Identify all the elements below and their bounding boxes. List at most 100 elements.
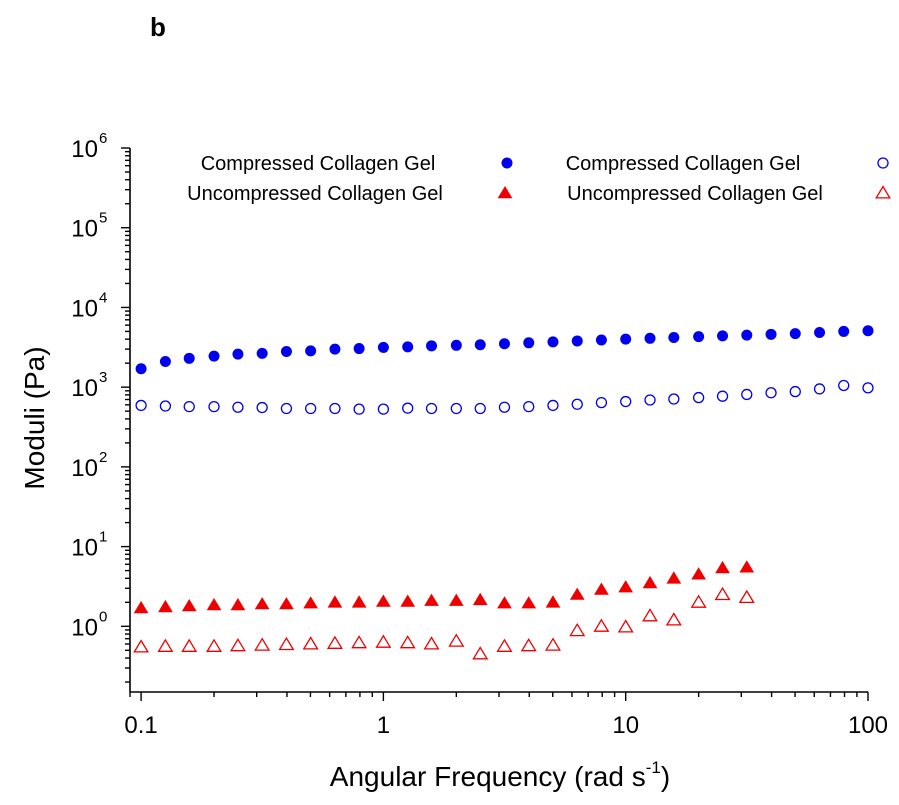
data-point	[545, 595, 561, 608]
data-point	[789, 328, 801, 340]
data-point	[157, 638, 174, 652]
data-point	[523, 337, 535, 349]
data-point	[159, 400, 172, 412]
series-2	[133, 560, 755, 614]
data-point	[739, 560, 755, 573]
data-point	[765, 387, 777, 399]
data-point	[329, 402, 341, 415]
x-tick-label: 1	[377, 712, 390, 739]
y-tick-label: 10 1	[71, 529, 107, 562]
data-point	[256, 401, 268, 414]
data-point	[353, 403, 365, 415]
data-point	[862, 382, 874, 394]
data-point	[714, 586, 731, 601]
legend-label: Uncompressed Collagen Gel	[187, 183, 443, 205]
data-point	[425, 402, 438, 415]
y-tick-label: 10 6	[71, 130, 107, 163]
data-point	[135, 363, 147, 375]
data-point	[474, 339, 486, 351]
data-point	[765, 328, 777, 340]
data-point	[326, 635, 343, 649]
data-point	[665, 612, 682, 626]
data-point	[133, 639, 150, 653]
data-point	[617, 619, 634, 633]
data-point	[666, 571, 682, 584]
data-point	[229, 638, 246, 652]
y-tick-exponent: 1	[99, 529, 107, 546]
x-axis-title-end: )	[661, 761, 670, 792]
data-point	[232, 348, 244, 360]
data-point	[181, 638, 198, 652]
data-point	[472, 646, 489, 660]
data-point	[668, 393, 680, 405]
data-point	[472, 592, 488, 606]
legend-marker	[877, 157, 889, 169]
data-point	[595, 396, 608, 409]
y-axis-title: Moduli (Pa)	[19, 346, 50, 489]
legend-marker	[497, 186, 513, 199]
x-tick-label: 0.1	[124, 712, 157, 739]
data-point	[399, 635, 416, 649]
y-tick-exponent: 6	[99, 130, 107, 147]
data-point	[135, 399, 147, 412]
data-point	[498, 338, 510, 350]
data-point	[642, 608, 658, 622]
x-tick-label: 10	[612, 712, 639, 739]
data-point	[595, 334, 607, 346]
data-point	[208, 400, 220, 413]
data-point	[450, 402, 462, 415]
y-tick-label: 10 2	[71, 449, 107, 482]
x-axis-title: Angular Frequency (rad s-1)	[330, 758, 670, 792]
data-point	[158, 599, 173, 613]
data-point	[424, 593, 439, 606]
data-point	[423, 636, 440, 650]
data-point	[450, 339, 462, 351]
data-point	[644, 332, 656, 344]
y-tick-base: 10	[71, 535, 98, 562]
data-point	[738, 589, 755, 604]
data-point	[133, 600, 149, 614]
data-point	[280, 346, 292, 358]
data-point	[375, 634, 392, 648]
data-point	[402, 341, 414, 353]
data-point	[377, 403, 390, 415]
data-point	[544, 637, 561, 651]
data-point	[547, 336, 559, 348]
y-tick-base: 10	[71, 375, 98, 402]
legend-entry: Uncompressed Collagen Gel	[567, 183, 891, 205]
data-point	[814, 326, 826, 338]
legend-entry: Compressed Collagen Gel	[201, 153, 513, 175]
data-point	[642, 575, 658, 589]
data-point	[206, 598, 222, 611]
series-3	[133, 586, 755, 660]
data-point	[183, 352, 195, 364]
data-point	[691, 567, 706, 580]
y-tick-exponent: 2	[99, 449, 107, 466]
data-point	[716, 390, 729, 402]
legend-marker	[875, 185, 891, 199]
data-point	[256, 347, 268, 359]
series-0	[135, 325, 874, 375]
data-point	[571, 398, 583, 410]
y-tick-base: 10	[71, 455, 98, 482]
panel-label: b	[150, 12, 166, 42]
y-tick-label: 10 4	[71, 289, 107, 322]
data-point	[181, 599, 197, 612]
data-point	[498, 401, 511, 413]
y-tick-label: 10 3	[71, 369, 107, 402]
data-point	[838, 325, 850, 337]
data-point	[497, 596, 512, 609]
data-point	[327, 595, 343, 608]
legend-label: Compressed Collagen Gel	[201, 153, 436, 175]
data-point	[838, 379, 850, 392]
data-point	[279, 597, 294, 610]
x-axis-title-sup: -1	[646, 758, 661, 777]
series-1	[135, 379, 874, 415]
data-point	[693, 331, 705, 343]
data-point	[520, 638, 537, 652]
data-point	[741, 329, 753, 341]
data-point	[644, 394, 656, 406]
legend-entry: Uncompressed Collagen Gel	[187, 183, 513, 205]
